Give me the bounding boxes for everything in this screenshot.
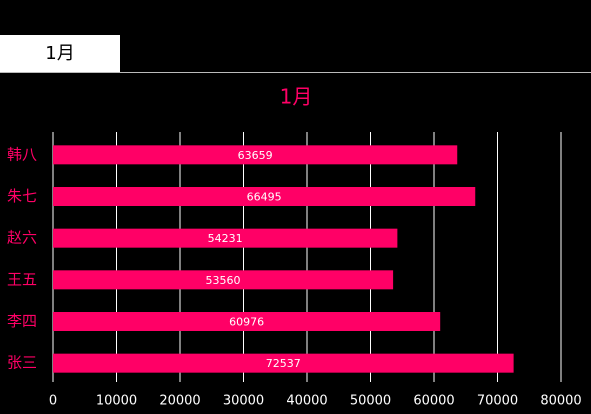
- value-label: 63659: [238, 149, 273, 162]
- value-label: 54231: [208, 232, 243, 245]
- y-tick-label: 朱七: [7, 187, 37, 205]
- value-label: 60976: [229, 316, 264, 329]
- x-tick-label: 70000: [477, 394, 518, 409]
- x-tick-label: 10000: [96, 394, 137, 409]
- bar: [53, 228, 398, 248]
- y-tick-label: 王五: [7, 270, 37, 288]
- x-tick-label: 40000: [286, 394, 327, 409]
- tab[interactable]: 1月: [0, 35, 120, 72]
- y-tick-label: 李四: [7, 312, 37, 330]
- y-tick-label: 韩八: [7, 145, 37, 163]
- divider: [0, 72, 591, 73]
- bar: [53, 270, 394, 290]
- x-tick-label: 30000: [223, 394, 264, 409]
- value-label: 72537: [266, 357, 301, 370]
- value-label: 66495: [247, 191, 282, 204]
- bar: [53, 187, 476, 206]
- x-tick-label: 50000: [350, 394, 391, 409]
- bar: [53, 353, 514, 373]
- y-tick-label: 张三: [7, 354, 37, 372]
- x-tick-label: 80000: [540, 394, 581, 409]
- x-tick-label: 0: [49, 394, 57, 409]
- bar: [53, 145, 458, 165]
- x-tick-label: 20000: [159, 394, 200, 409]
- chart-title: 1月: [280, 85, 313, 109]
- value-label: 53560: [206, 274, 241, 287]
- bar: [53, 312, 441, 331]
- y-tick-label: 赵六: [7, 229, 37, 247]
- x-tick-label: 60000: [413, 394, 454, 409]
